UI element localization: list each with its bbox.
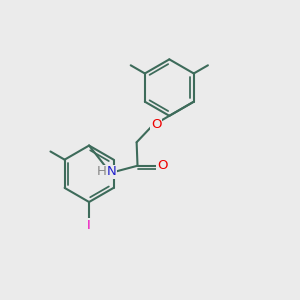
Text: H: H [97, 166, 107, 178]
Text: O: O [157, 159, 167, 172]
Text: N: N [106, 166, 116, 178]
Text: I: I [87, 219, 91, 232]
Text: O: O [151, 118, 161, 130]
